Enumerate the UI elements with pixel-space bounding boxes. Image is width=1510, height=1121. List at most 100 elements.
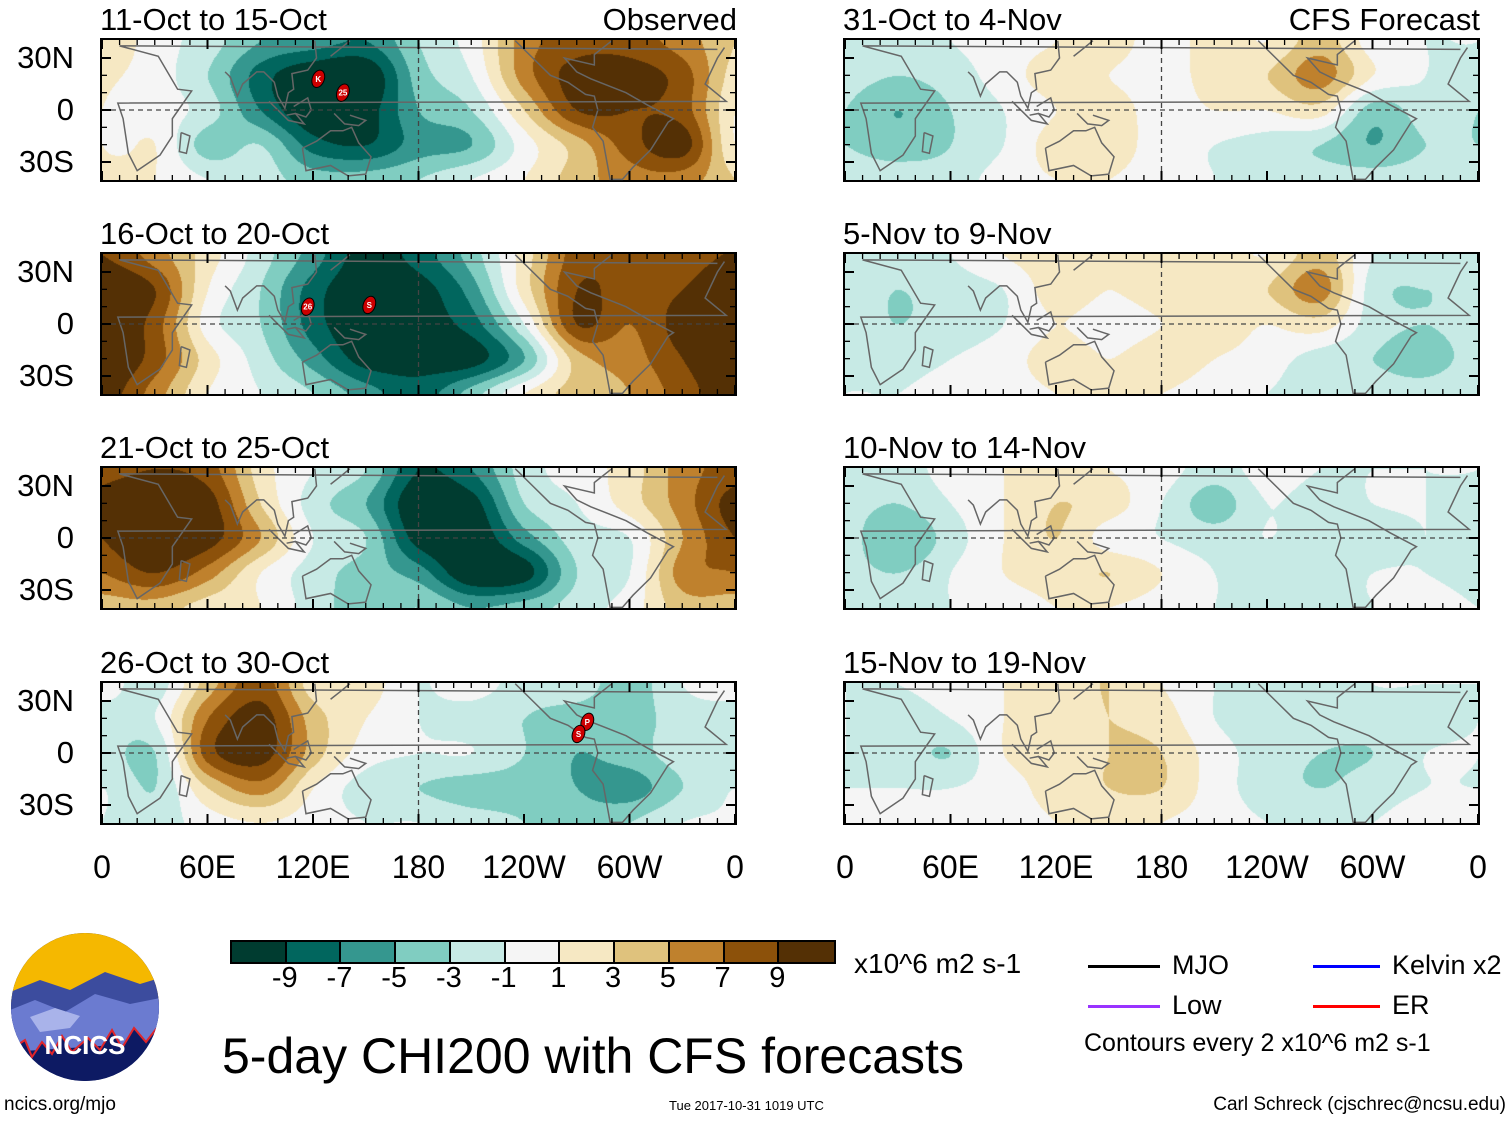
lat-label: 30S [18,787,74,822]
lon-label: 0 [1469,849,1487,885]
coastline [224,468,318,539]
er-legend-line [1313,1005,1380,1008]
colorbar-label: -1 [490,962,517,994]
coastline [301,769,372,820]
lat-label: 30S [18,144,74,179]
map-panel-2: 26 S [100,252,737,396]
coastline [859,688,1472,815]
tropical-cyclone-icon: S [571,724,586,744]
coastline [514,254,675,395]
tropical-cyclone-icon: P [580,712,595,732]
panel-title-7: 10-Nov to 14-Nov [843,430,1086,465]
map-panel-5 [843,38,1480,182]
coastline [1076,755,1111,770]
logo-text: NCICS [45,1030,126,1060]
coastline [514,40,675,181]
coastline [1036,310,1056,332]
panel-title-1: 11-Oct to 15-Oct [100,2,327,37]
map-overlay [101,468,736,609]
colorbar-swatch [777,940,836,964]
lon-label: 60E [922,849,979,885]
coastline [1073,683,1094,700]
map-overlay: K 25 [101,40,736,181]
colorbar-swatch [722,940,780,964]
coastline [1011,100,1050,126]
lat-label: 0 [56,735,74,770]
colorbar-swatch [503,940,561,964]
coastline [301,554,372,605]
lon-label: 0 [726,849,744,885]
coastline [921,774,934,798]
contour-note: Contours every 2 x10^6 m2 s-1 [1084,1029,1431,1057]
lat-label: 30S [18,572,74,607]
coastline [1044,126,1115,177]
tropical-cyclone-icon: 25 [335,83,350,102]
lat-label: 30N [17,468,74,503]
lat-label: 0 [56,92,74,127]
colorbar-label: 9 [769,962,786,994]
colorbar-label: 1 [550,962,567,994]
lat-label: 30N [17,254,74,289]
low-legend-line [1088,1005,1160,1008]
coastline [333,326,368,341]
panel-title-5: 31-Oct to 4-Nov [843,2,1062,37]
lat-label: 30S [18,358,74,393]
coastline [1076,540,1111,555]
coastline [301,340,372,391]
colorbar-label: -7 [326,962,353,994]
colorbar-label: 3 [605,962,622,994]
coastline [333,112,368,127]
map-overlay [844,254,1479,395]
coastline [330,468,351,485]
coastline [859,45,1472,172]
coastline [268,743,307,769]
colorbar-swatch [448,940,506,964]
colorbar-swatch [284,940,342,964]
coastline [224,40,318,111]
lat-label: 0 [56,520,74,555]
tropical-cyclone-icon: 26 [300,297,315,316]
lon-label: 120W [482,849,566,885]
timestamp: Tue 2017-10-31 1019 UTC [669,1098,824,1113]
coastline [333,540,368,555]
coastline [301,126,372,177]
lon-label: 0 [836,849,854,885]
colorbar-label: 5 [659,962,676,994]
coastline [1076,112,1111,127]
coastline [1044,769,1115,820]
colorbar-swatch [230,940,287,964]
coastline [921,131,934,155]
storm-label: S [367,301,373,310]
lat-label: 0 [56,306,74,341]
coastline [514,468,675,609]
coastline [859,473,1472,600]
panel-title-4: 26-Oct to 30-Oct [100,645,330,680]
panel-title-2: 16-Oct to 20-Oct [100,216,330,251]
storm-label: K [315,75,321,84]
panel-title-6: 5-Nov to 9-Nov [843,216,1052,251]
map-panel-3 [100,466,737,610]
coastline [967,468,1061,539]
coastline [967,254,1061,325]
lon-label: 180 [391,849,446,885]
colorbar-swatch [667,940,725,964]
coastline [178,131,191,155]
lon-label: 60W [1339,849,1406,885]
coastline [116,473,729,600]
observed-label: Observed [602,2,737,37]
map-panel-7 [843,466,1480,610]
map-overlay: 26 S [101,254,736,395]
colorbar-swatch [339,940,397,964]
lon-label: 120E [1018,849,1094,885]
colorbar-swatch [394,940,451,964]
forecast-label: CFS Forecast [1288,2,1480,37]
map-overlay: PS [101,683,736,824]
coastline [1011,314,1050,340]
kelvin-legend-label: Kelvin x2 [1392,950,1502,980]
site-link[interactable]: ncics.org/mjo [4,1094,116,1115]
colorbar-label: -5 [381,962,408,994]
coastline [178,774,191,798]
er-legend-label: ER [1392,990,1430,1020]
author-credit: Carl Schreck (cjschrec@ncsu.edu) [1213,1094,1506,1115]
mjo-legend-label: MJO [1172,950,1229,980]
